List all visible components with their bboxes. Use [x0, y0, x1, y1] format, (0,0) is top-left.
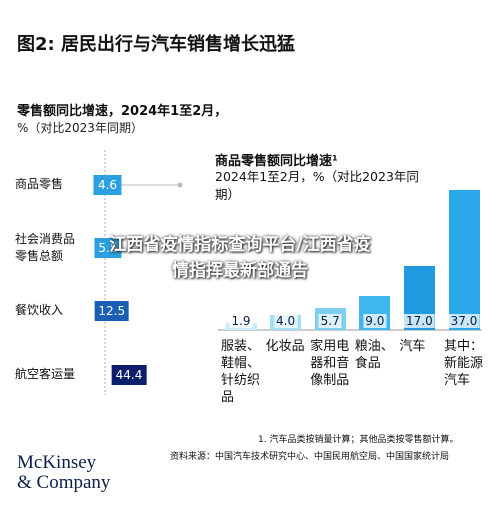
value-label: 17.0 [404, 314, 435, 328]
logo: & Company [17, 472, 111, 493]
unit: %（对比2023年同期） [17, 121, 143, 135]
category-label: 家用电器和音像制品 [310, 339, 350, 388]
overlay-text: 情指挥最新部通告 [172, 261, 308, 281]
chart-subtitle: 2024年1至2月，%（对比2023年同期） [215, 169, 419, 202]
footnote: 1. 汽车品类按销量计算；其他品类按零售额计算。 [258, 435, 459, 445]
subtitle: 零售额同比增速，2024年1至2月， [17, 104, 228, 119]
value-label: 5.7 [318, 314, 342, 328]
overlay-text: 江西省疫情指标查询平台/江西省疫 [109, 235, 371, 255]
value-marker: 12.5 [94, 301, 130, 321]
value-label: 4.0 [274, 314, 298, 328]
category-label: 服装、鞋帽、针纺织品 [221, 339, 261, 405]
bar [448, 190, 480, 330]
value-label: 1.9 [229, 314, 253, 328]
category-label: 商品零售 [15, 177, 64, 191]
source: 资料来源：中国汽车技术研究中心、中国民用航空局、中国国家统计局 [170, 452, 450, 462]
connector-dot [177, 182, 183, 188]
category-label: 粮油、食品 [354, 339, 394, 371]
value-marker: 4.6 [93, 175, 122, 195]
chart-title: 商品零售额同比增速¹ [215, 154, 338, 169]
title: 图2: 居民出行与汽车销售增长迅猛 [17, 34, 295, 55]
category-label: 其中：新能源汽车 [444, 339, 484, 388]
category-label: 航空客运量 [15, 367, 76, 381]
logo: McKinsey [17, 452, 97, 473]
category-label: 社会消费品零售总额 [15, 232, 76, 263]
value-label: 9.0 [363, 314, 387, 328]
category-label: 餐饮收入 [15, 303, 64, 317]
value-label: 37.0 [448, 314, 480, 328]
value-marker: 44.4 [111, 365, 147, 385]
value-marker: 5.5 [94, 238, 122, 258]
category-label: 化妆品 [265, 339, 305, 354]
category-label: 汽车 [399, 339, 426, 354]
